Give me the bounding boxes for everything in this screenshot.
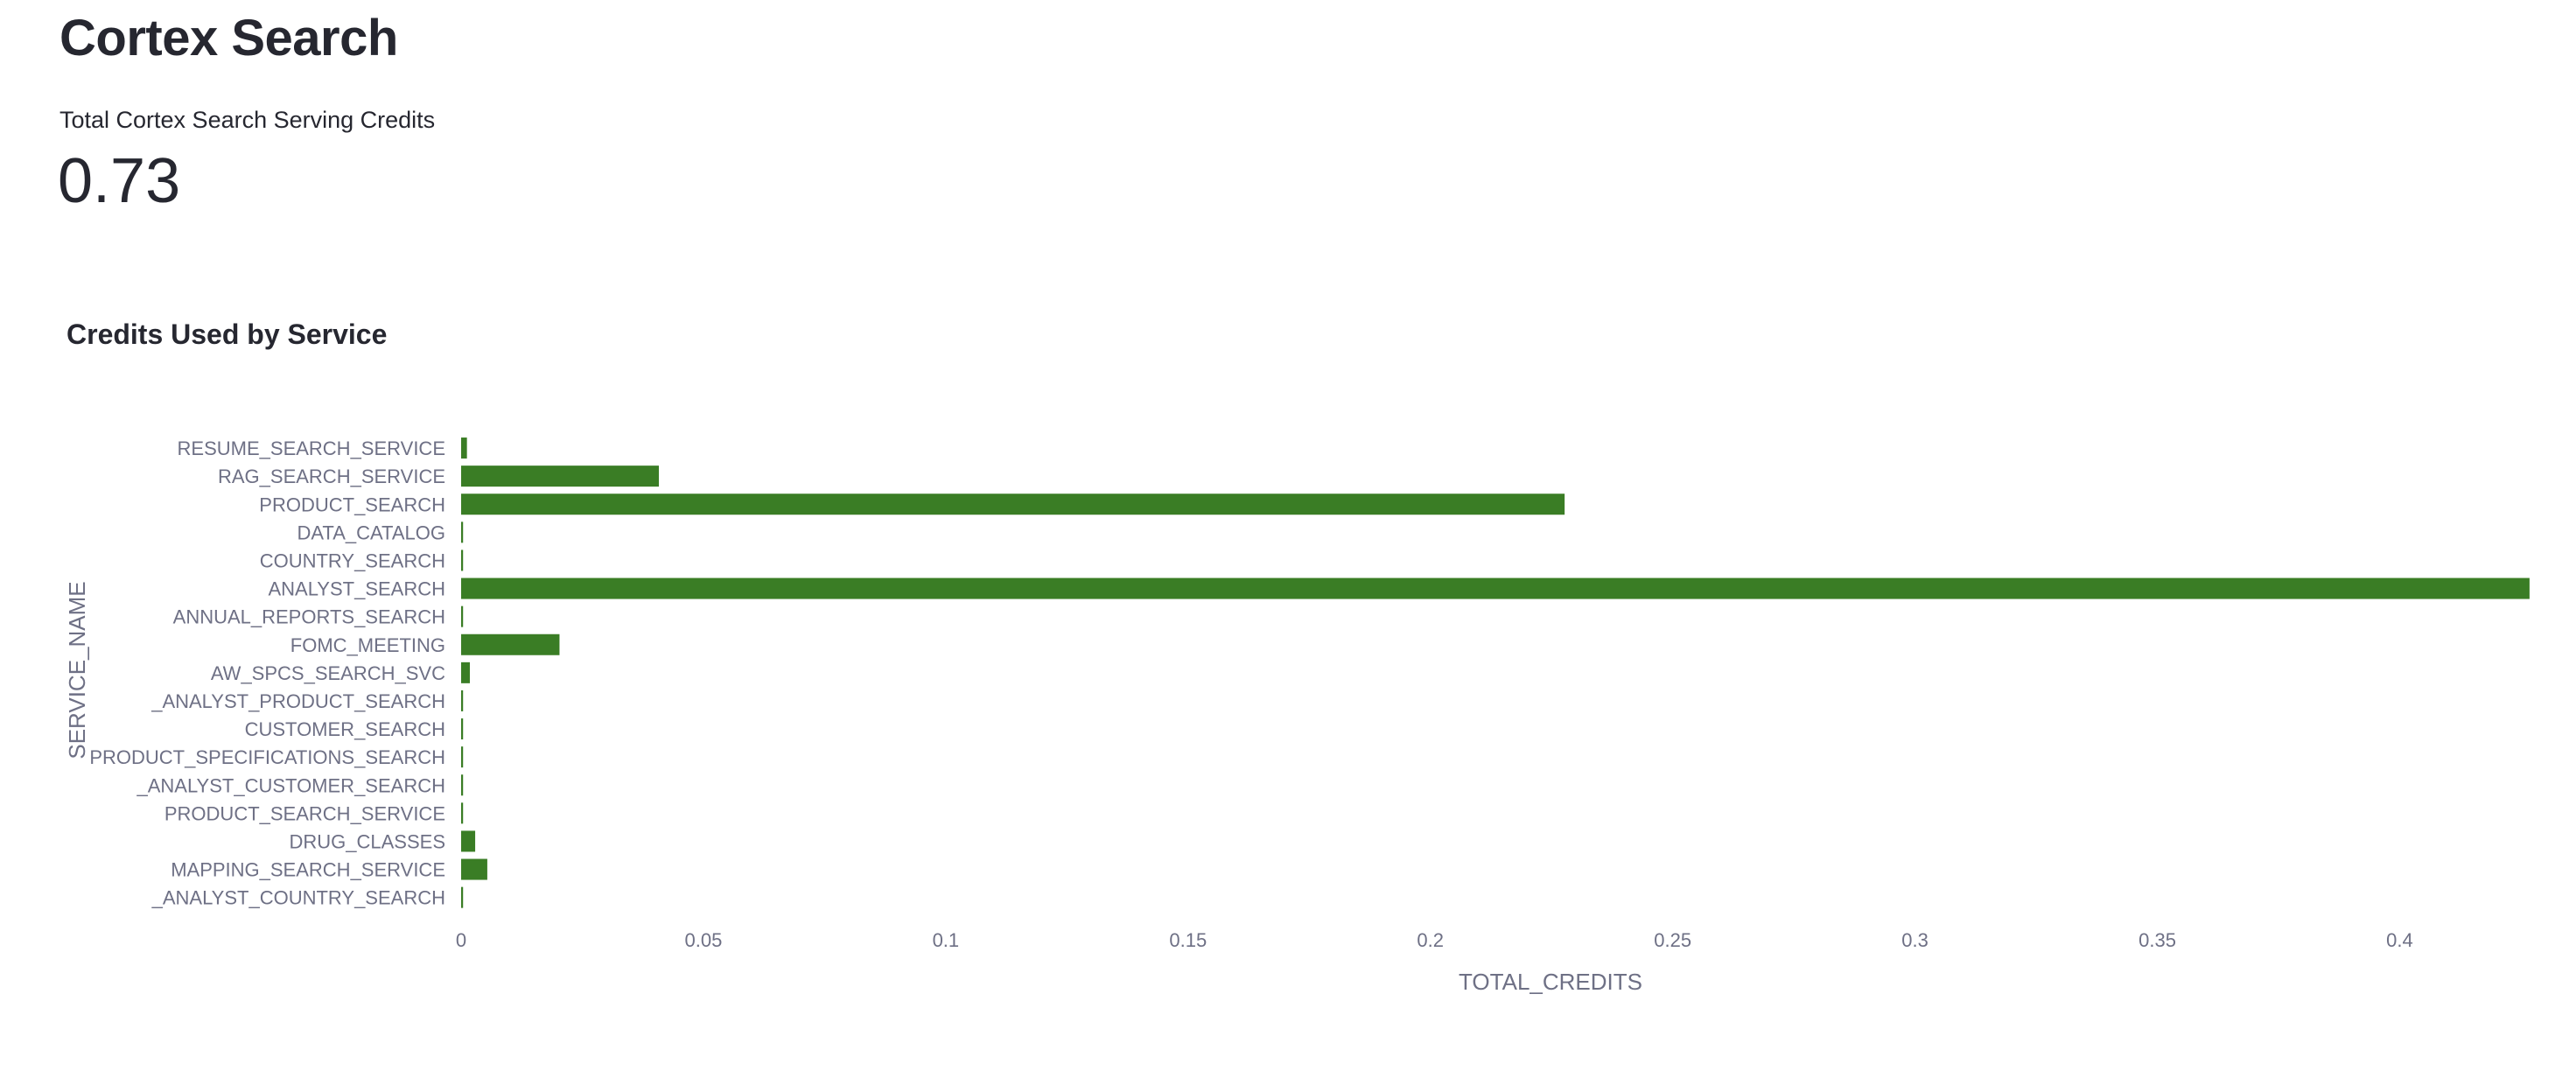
x-tick-label: 0.1 <box>933 929 960 951</box>
y-tick-label: FOMC_MEETING <box>290 634 445 656</box>
bar-annual-reports-search[interactable] <box>461 606 464 627</box>
bar-country-search[interactable] <box>461 550 464 571</box>
y-tick-label: AW_SPCS_SEARCH_SVC <box>211 662 445 684</box>
bar-customer-search[interactable] <box>461 718 464 740</box>
y-tick-labels: RESUME_SEARCH_SERVICE RAG_SEARCH_SERVICE P… <box>89 438 445 909</box>
chart-title: Credits Used by Service <box>66 318 388 350</box>
y-tick-label: RAG_SEARCH_SERVICE <box>218 466 445 487</box>
bar-aw-spcs-search-svc[interactable] <box>461 662 470 683</box>
y-tick-label: DATA_CATALOG <box>297 522 445 543</box>
bars-group <box>461 438 2530 908</box>
x-tick-label: 0.05 <box>685 929 723 951</box>
bar-analyst-product-search[interactable] <box>461 690 464 711</box>
y-tick-label: _ANALYST_CUSTOMER_SEARCH <box>136 774 445 796</box>
x-axis-title: TOTAL_CREDITS <box>1459 969 1642 995</box>
y-tick-label: DRUG_CLASSES <box>289 830 445 852</box>
metric-label: Total Cortex Search Serving Credits <box>60 107 436 133</box>
x-tick-label: 0 <box>456 929 466 951</box>
page-title: Cortex Search <box>60 10 398 66</box>
x-tick-label: 0.35 <box>2138 929 2176 951</box>
y-tick-label: RESUME_SEARCH_SERVICE <box>178 438 445 459</box>
bar-drug-classes[interactable] <box>461 830 476 852</box>
bar-fomc-meeting[interactable] <box>461 634 560 655</box>
x-tick-label: 0.25 <box>1654 929 1691 951</box>
x-tick-label: 0.15 <box>1169 929 1207 951</box>
bar-data-catalog[interactable] <box>461 522 464 543</box>
y-tick-label: MAPPING_SEARCH_SERVICE <box>171 859 445 881</box>
y-tick-label: CUSTOMER_SEARCH <box>245 718 445 740</box>
x-tick-labels: 0 0.05 0.1 0.15 0.2 0.25 0.3 0.35 0.4 <box>456 929 2413 951</box>
y-tick-label: PRODUCT_SEARCH <box>259 494 445 515</box>
y-tick-label: _ANALYST_COUNTRY_SEARCH <box>151 887 445 909</box>
y-tick-label: ANNUAL_REPORTS_SEARCH <box>173 606 445 628</box>
x-tick-label: 0.2 <box>1417 929 1444 951</box>
x-tick-label: 0.4 <box>2386 929 2413 951</box>
bar-product-search[interactable] <box>461 494 1565 515</box>
y-tick-label: PRODUCT_SEARCH_SERVICE <box>164 802 445 824</box>
y-tick-label: COUNTRY_SEARCH <box>260 550 445 571</box>
bar-product-specifications-search[interactable] <box>461 746 464 768</box>
y-axis-title: SERVICE_NAME <box>64 581 90 759</box>
x-tick-label: 0.3 <box>1901 929 1928 951</box>
bar-product-search-service[interactable] <box>461 802 464 824</box>
metric-value: 0.73 <box>58 146 181 216</box>
y-tick-label: _ANALYST_PRODUCT_SEARCH <box>150 690 445 712</box>
bar-mapping-search-service[interactable] <box>461 858 487 880</box>
y-tick-label: ANALYST_SEARCH <box>268 578 445 600</box>
bar-analyst-customer-search[interactable] <box>461 774 464 796</box>
bar-analyst-search[interactable] <box>461 578 2530 599</box>
bar-rag-search-service[interactable] <box>461 466 659 487</box>
bar-analyst-country-search[interactable] <box>461 886 464 908</box>
bar-resume-search-service[interactable] <box>461 438 467 459</box>
y-tick-label: PRODUCT_SPECIFICATIONS_SEARCH <box>89 746 445 768</box>
